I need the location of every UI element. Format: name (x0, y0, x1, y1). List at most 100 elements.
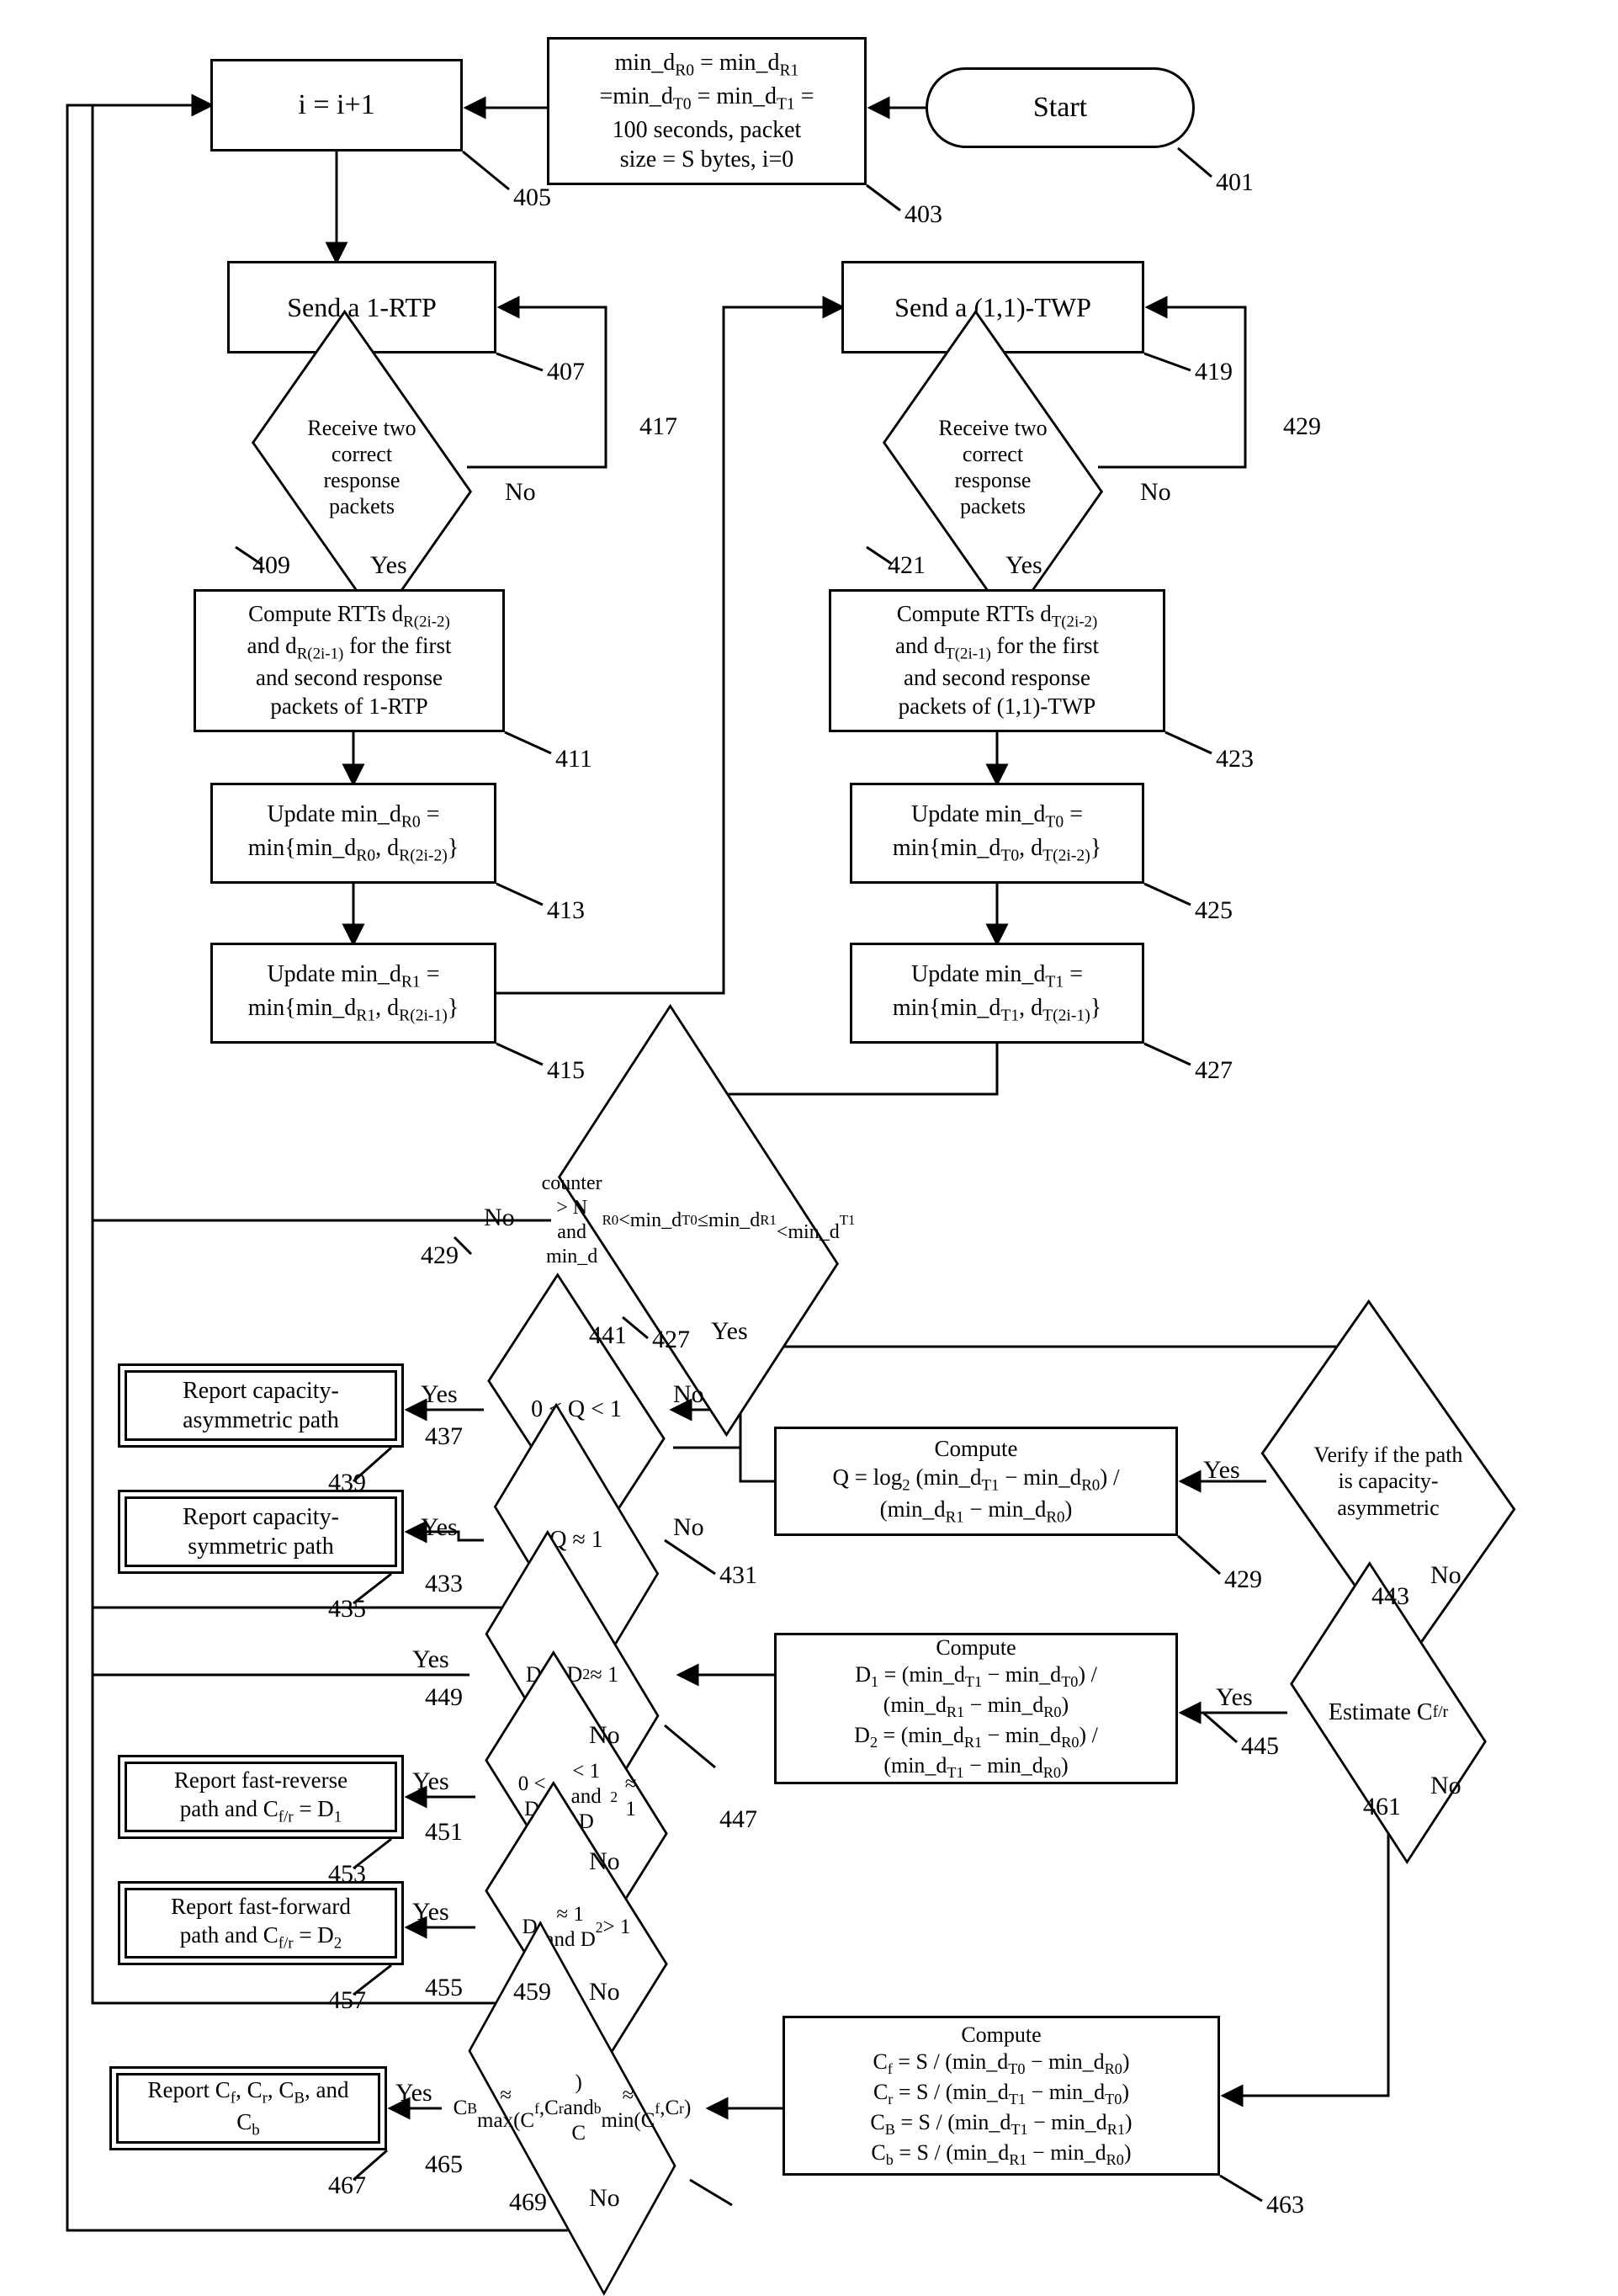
lbl-recv-rtp-no: No (505, 478, 536, 507)
comp-rtp-node: Compute RTTs dR(2i-2)and dR(2i-1) for th… (194, 589, 505, 732)
verify-text: Verify if the path is capacity-asymmetri… (1262, 1389, 1515, 1574)
ref-453: 453 (328, 1860, 366, 1889)
compC-text: ComputeCf = S / (min_dT0 − min_dR0)Cr = … (870, 2022, 1132, 2170)
comp-twp-text: Compute RTTs dT(2i-2)and dT(2i-1) for th… (895, 600, 1099, 721)
ref-427: 427 (1195, 1056, 1233, 1085)
ref-461: 461 (1363, 1793, 1401, 1821)
lbl-d12-yes: Yes (412, 1645, 449, 1674)
rep-frev-node: Report fast-reversepath and Cf/r = D1 (118, 1755, 404, 1839)
ref-413: 413 (547, 896, 585, 925)
ref-455: 455 (425, 1974, 463, 2002)
cb-decision: CB ≈ max(Cf,Cr) andCb ≈ min(Cf,Cr) (438, 2037, 707, 2180)
lbl-counter-no: No (484, 1204, 515, 1232)
lbl-q01-no: No (673, 1380, 704, 1409)
ref-465: 465 (425, 2150, 463, 2179)
lbl-d1lt1-yes: Yes (412, 1767, 449, 1796)
lbl-cb-yes: Yes (395, 2079, 432, 2107)
cb-text: CB ≈ max(Cf,Cr) andCb ≈ min(Cf,Cr) (438, 2037, 707, 2180)
lbl-recv-twp-yes: Yes (1005, 551, 1042, 580)
ref-407: 407 (547, 358, 585, 386)
lbl-recv-twp-no: No (1140, 478, 1171, 507)
upd-r1-text: Update min_dR1 =min{min_dR1, dR(2i-1)} (248, 959, 459, 1027)
upd-r0-node: Update min_dR0 =min{min_dR0, dR(2i-2)} (210, 783, 496, 884)
ref-457: 457 (328, 1986, 366, 2015)
ref-403: 403 (904, 200, 942, 229)
recv-twp-decision: Receive two correctresponse packets (883, 387, 1102, 547)
upd-t1-node: Update min_dT1 =min{min_dT1, dT(2i-1)} (850, 943, 1144, 1044)
ref-447: 447 (719, 1805, 757, 1834)
upd-t0-text: Update min_dT0 =min{min_dT0, dT(2i-2)} (893, 800, 1101, 867)
ref-415: 415 (547, 1056, 585, 1085)
lbl-verify-yes: Yes (1203, 1456, 1240, 1485)
lbl-d1lt1-no: No (589, 1847, 620, 1876)
ref-405: 405 (513, 183, 551, 212)
rep-sym-text: Report capacity-symmetric path (183, 1502, 339, 1561)
ref-429b: 429 (1283, 412, 1321, 441)
ref-459: 459 (513, 1978, 551, 2006)
ref-429c: 429 (1224, 1565, 1262, 1594)
recv-rtp-decision: Receive two correctresponse packets (252, 387, 471, 547)
ref-435: 435 (328, 1595, 366, 1624)
compQ-text: ComputeQ = log2 (min_dT1 − min_dR0) /(mi… (833, 1435, 1120, 1528)
upd-r0-text: Update min_dR0 =min{min_dR0, dR(2i-2)} (248, 800, 459, 867)
counter-text: counter > N andmin_dR0<min_dT0≤min_dR1<m… (547, 1119, 850, 1321)
send-rtp-text: Send a 1-RTP (287, 290, 437, 324)
estC-decision: Estimate Cf/r (1283, 1641, 1493, 1784)
ref-425: 425 (1195, 896, 1233, 925)
compQ-node: ComputeQ = log2 (min_dT1 − min_dR0) /(mi… (774, 1427, 1178, 1536)
lbl-recv-rtp-yes: Yes (370, 551, 407, 580)
ref-431: 431 (719, 1561, 757, 1590)
send-twp-text: Send a (1,1)-TWP (894, 290, 1091, 324)
inc-text: i = i+1 (298, 88, 374, 124)
ref-449: 449 (425, 1683, 463, 1712)
rep-all-text: Report Cf, Cr, CB, andCb (148, 2076, 349, 2140)
comp-twp-node: Compute RTTs dT(2i-2)and dT(2i-1) for th… (829, 589, 1165, 732)
lbl-estC-yes: Yes (1216, 1683, 1253, 1712)
rep-ffwd-text: Report fast-forwardpath and Cf/r = D2 (171, 1893, 351, 1953)
lbl-counter-yes: Yes (711, 1317, 748, 1346)
rep-frev-text: Report fast-reversepath and Cf/r = D1 (174, 1767, 347, 1827)
ref-443: 443 (1371, 1582, 1409, 1611)
rep-all-node: Report Cf, Cr, CB, andCb (109, 2066, 387, 2150)
rep-asym-node: Report capacity-asymmetric path (118, 1363, 404, 1448)
lbl-cb-no: No (589, 2184, 620, 2213)
ref-421: 421 (888, 551, 926, 580)
ref-437: 437 (425, 1422, 463, 1451)
d1eq1-text: D1 ≈ 1and D2 > 1 (471, 1864, 682, 1990)
counter-decision: counter > N andmin_dR0<min_dT0≤min_dR1<m… (547, 1119, 850, 1321)
ref-411: 411 (555, 745, 592, 773)
start-label: Start (1033, 92, 1087, 124)
compD-text: ComputeD1 = (min_dT1 − min_dT0) /(min_dR… (854, 1634, 1098, 1783)
upd-t0-node: Update min_dT0 =min{min_dT0, dT(2i-2)} (850, 783, 1144, 884)
lbl-d12-no: No (589, 1721, 620, 1750)
ref-467: 467 (328, 2171, 366, 2200)
lbl-q1-yes: Yes (421, 1513, 458, 1542)
rep-sym-node: Report capacity-symmetric path (118, 1490, 404, 1574)
ref-433: 433 (425, 1570, 463, 1598)
inc-node: i = i+1 (210, 59, 463, 151)
upd-r1-node: Update min_dR1 =min{min_dR1, dR(2i-1)} (210, 943, 496, 1044)
init-text: min_dR0 = min_dR1=min_dT0 = min_dT1 =100… (599, 48, 814, 174)
rep-asym-text: Report capacity-asymmetric path (183, 1376, 339, 1435)
init-node: min_dR0 = min_dR1=min_dT0 = min_dT1 =100… (547, 37, 867, 185)
lbl-q1-no: No (673, 1513, 704, 1542)
comp-rtp-text: Compute RTTs dR(2i-2)and dR(2i-1) for th… (247, 600, 451, 721)
recv-rtp-text: Receive two correctresponse packets (252, 387, 471, 547)
ref-417: 417 (639, 412, 677, 441)
ref-423: 423 (1216, 745, 1254, 773)
ref-401: 401 (1216, 168, 1254, 197)
ref-409: 409 (252, 551, 290, 580)
upd-t1-text: Update min_dT1 =min{min_dT1, dT(2i-1)} (893, 959, 1101, 1027)
ref-469: 469 (509, 2188, 547, 2217)
compC-node: ComputeCf = S / (min_dT0 − min_dR0)Cr = … (782, 2016, 1220, 2176)
d1eq1-decision: D1 ≈ 1and D2 > 1 (471, 1864, 682, 1990)
ref-419: 419 (1195, 358, 1233, 386)
lbl-estC-no: No (1430, 1772, 1462, 1800)
estC-text: Estimate Cf/r (1283, 1641, 1493, 1784)
lbl-d1eq1-no: No (589, 1978, 620, 2006)
ref-439: 439 (328, 1469, 366, 1497)
lbl-verify-no: No (1430, 1561, 1462, 1590)
lbl-d1eq1-yes: Yes (412, 1898, 449, 1927)
start-terminal: Start (926, 67, 1195, 148)
ref-445: 445 (1241, 1732, 1279, 1761)
